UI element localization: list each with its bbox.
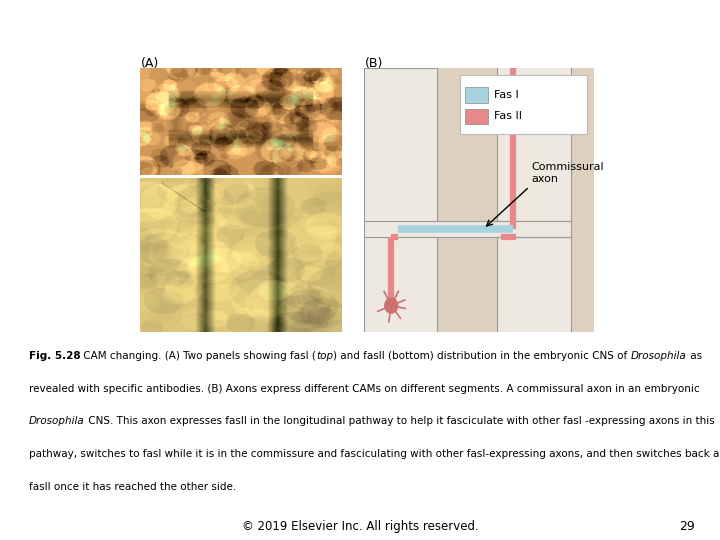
Text: Drosophila: Drosophila [631, 351, 687, 361]
Text: CAM changing. (A) Two panels showing fasI (: CAM changing. (A) Two panels showing fas… [81, 351, 316, 361]
Bar [460, 76, 587, 133]
Text: Commissural
axon: Commissural axon [532, 163, 604, 184]
Text: revealed with specific antibodies. (B) Axons express different CAMs on different: revealed with specific antibodies. (B) A… [29, 383, 699, 394]
Text: pathway, switches to fasI while it is in the commissure and fasciculating with o: pathway, switches to fasI while it is in… [29, 449, 720, 460]
Text: Fas II: Fas II [494, 111, 522, 122]
Text: as: as [687, 351, 702, 361]
Bar [364, 221, 571, 237]
Text: Fas I: Fas I [494, 90, 518, 100]
Text: Drosophila: Drosophila [29, 416, 84, 427]
Circle shape [384, 298, 397, 313]
Bar [498, 237, 571, 332]
Bar [498, 68, 571, 221]
Text: 29: 29 [679, 520, 695, 533]
Text: Fig. 5.28: Fig. 5.28 [29, 351, 81, 361]
Text: top: top [316, 351, 333, 361]
Text: ) and fasII (bottom) distribution in the embryonic CNS of: ) and fasII (bottom) distribution in the… [333, 351, 631, 361]
Text: © 2019 Elsevier Inc. All rights reserved.: © 2019 Elsevier Inc. All rights reserved… [242, 520, 478, 533]
Text: CNS. This axon expresses fasII in the longitudinal pathway to help it fasciculat: CNS. This axon expresses fasII in the lo… [84, 416, 714, 427]
Text: (A): (A) [140, 57, 158, 70]
Text: (B): (B) [365, 57, 384, 70]
Text: fasII once it has reached the other side.: fasII once it has reached the other side… [29, 482, 236, 492]
Bar [465, 109, 488, 124]
Bar [465, 87, 488, 103]
Bar [364, 68, 437, 332]
